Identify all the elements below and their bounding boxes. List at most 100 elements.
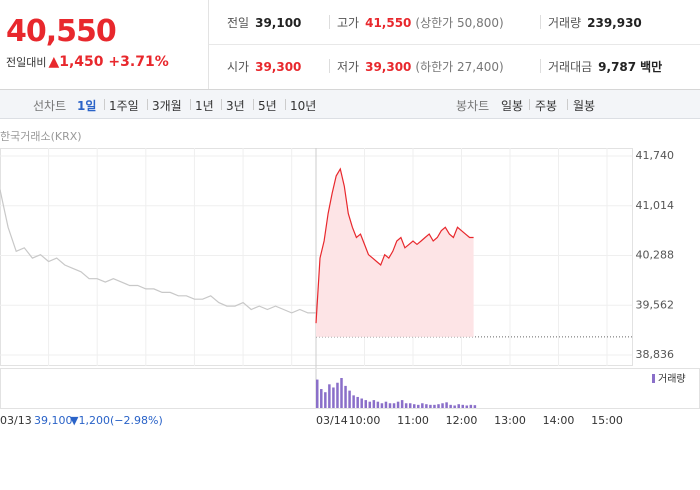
tab[interactable]: 1일 (77, 99, 97, 113)
volume-bar (384, 401, 388, 408)
tab-separator (104, 99, 105, 110)
tab-separator (529, 99, 530, 110)
volume-bar (392, 403, 396, 408)
stat-value: 239,930 (587, 16, 642, 30)
y-tick-label: 41,740 (636, 149, 675, 162)
tab-separator (285, 99, 286, 110)
tab-separator (567, 99, 568, 110)
tab-separator (190, 99, 191, 110)
y-tick-label: 38,836 (636, 348, 675, 361)
volume-bar (368, 401, 372, 408)
chart: 한국거래소(KRX) 41,740 41,014 40,288 39,562 38,836… (0, 130, 700, 427)
volume-bar (461, 404, 464, 408)
tab-separator (221, 99, 222, 110)
volume-bar (437, 404, 440, 408)
tab[interactable]: 주봉 (535, 99, 558, 113)
volume-bar (433, 404, 436, 408)
separator (540, 15, 541, 29)
tab[interactable]: 10년 (290, 99, 317, 113)
stat: 고가 41,550 (상한가 50,800) (337, 14, 504, 31)
volume-bar (376, 401, 380, 408)
volume-bar (457, 404, 460, 408)
tab[interactable]: 3개월 (152, 99, 182, 113)
x-tick-label: 13:00 (494, 414, 526, 427)
separator (540, 59, 541, 73)
volume-bar (328, 384, 331, 408)
y-tick-label: 41,014 (636, 199, 675, 212)
day-label: 03/14 (316, 414, 348, 427)
x-tick-label: 10:00 (349, 414, 381, 427)
volume-bar (400, 400, 404, 408)
price: 40,550 (6, 14, 117, 49)
prev-change-rate: (−2.98%) (110, 414, 163, 427)
stat-value: 41,550 (365, 16, 412, 30)
legend-label: 거래량 (658, 373, 686, 385)
volume-bar (372, 400, 376, 408)
stat: 거래대금 9,787 백만 (548, 58, 662, 75)
stat-value: 39,300 (255, 60, 302, 74)
volume-bar (408, 403, 412, 408)
volume-bar (316, 379, 319, 408)
tab[interactable]: 일봉 (501, 99, 524, 113)
volume-bar (445, 402, 448, 408)
volume-bar (352, 395, 355, 408)
volume-bar (380, 403, 384, 408)
volume-bar (332, 387, 335, 408)
volume-bar (449, 404, 452, 408)
stat-label: 거래대금 (548, 60, 593, 74)
tab[interactable]: 1주일 (109, 99, 139, 113)
volume-bar (396, 401, 400, 408)
x-tick-label: 12:00 (446, 414, 478, 427)
tab[interactable]: 월봉 (573, 99, 596, 113)
prev-close-label: 39,100 (34, 414, 73, 427)
volume-bar (469, 404, 473, 408)
stat: 저가 39,300 (하한가 27,400) (337, 58, 504, 75)
row-divider (209, 44, 700, 45)
stat-label: 고가 (337, 16, 360, 30)
x-tick-label: 11:00 (397, 414, 429, 427)
stat-label: 저가 (337, 60, 360, 74)
volume-bar (356, 396, 359, 408)
stat: 거래량 239,930 (548, 14, 642, 31)
change: 전일대비 ▲1,450 +3.71% (6, 54, 169, 70)
y-tick-label: 40,288 (636, 249, 675, 262)
volume-bar (320, 389, 323, 408)
stat-label: 전일 (227, 16, 250, 30)
stat-label: 거래량 (548, 16, 582, 30)
volume-bar (413, 404, 416, 408)
legend-swatch (652, 374, 655, 383)
volume-bar (324, 392, 327, 408)
separator (329, 15, 330, 29)
volume-bar (360, 398, 363, 408)
volume-bar (344, 385, 347, 408)
prev-change: ▼1,200 (70, 414, 110, 427)
quote-box: 40,550 전일대비 ▲1,450 +3.71% (0, 0, 209, 89)
volume-bar (421, 403, 424, 408)
stat-value: 39,300 (365, 60, 412, 74)
tab[interactable]: 3년 (226, 99, 245, 113)
x-tick-label: 14:00 (543, 414, 575, 427)
tab[interactable]: 1년 (195, 99, 214, 113)
y-tick-label: 39,562 (636, 298, 675, 311)
stat-note: (상한가 50,800) (415, 16, 504, 30)
tab-bar: 선차트 1일 1주일 3개월 1년 3년 5년 10년 봉차트 일봉 주봉 월봉 (0, 90, 700, 119)
stat-value: 39,100 (255, 16, 302, 30)
separator (329, 59, 330, 73)
x-tick-label: 15:00 (591, 414, 623, 427)
volume-bar (388, 403, 392, 408)
source-label: 한국거래소(KRX) (0, 130, 82, 143)
volume-bar (417, 404, 420, 408)
day-label: 03/13 (0, 414, 32, 427)
volume-bar (453, 405, 456, 408)
stat: 전일 39,100 (227, 14, 301, 31)
stat: 시가 39,300 (227, 58, 301, 75)
change-label: 전일대비 (6, 56, 47, 69)
tab-separator (147, 99, 148, 110)
tab[interactable]: 5년 (258, 99, 277, 113)
volume-bar (364, 400, 367, 408)
tab-group-label: 선차트 (33, 99, 67, 113)
volume-bar (425, 404, 428, 408)
stat-unit: 백만 (640, 60, 663, 74)
price-line (315, 167, 474, 324)
